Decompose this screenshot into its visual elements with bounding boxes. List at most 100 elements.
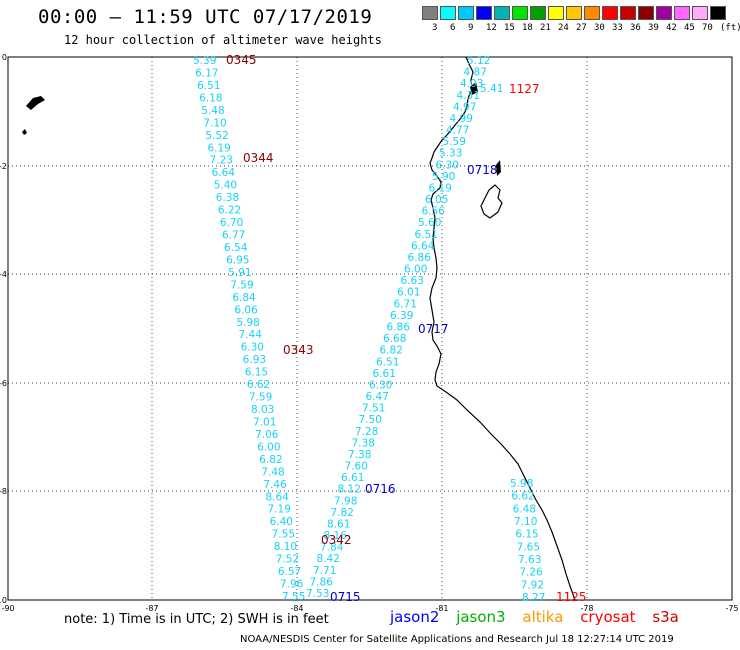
axis-labels: -90 -87 -84 -81 -78 -75 0 -2 -4 -6 -8 -10 [0,53,739,613]
wave-height-value-west: 6.15 [245,367,268,379]
wave-height-value-east: 6.86 [387,322,411,334]
wave-height-value-coastal: 6.15 [515,529,538,541]
wave-height-value-cryosat: 5.41 [480,83,503,95]
wave-height-value-west: 6.84 [232,292,256,304]
page-title: 00:00 – 11:59 UTC 07/17/2019 [38,6,373,28]
wave-height-value-west: 7.48 [261,466,284,478]
wave-height-value-west: 6.51 [197,80,220,92]
color-swatch [440,6,456,20]
wave-height-value-coastal: 7.10 [514,516,537,528]
wave-height-value-west: 7.19 [268,504,291,516]
wave-height-value-east: 7.98 [334,495,357,507]
y-tick-label: 0 [2,53,7,62]
pass-time-label: 0718 [467,163,498,177]
wave-height-value-west: 7.52 [276,554,299,566]
wave-height-value-east: 5.60 [418,217,441,229]
map-frame [7,56,733,601]
wave-height-value-east: 6.51 [415,229,438,241]
color-swatch [656,6,672,20]
wave-height-value-west: 5.39 [193,55,216,67]
wave-height-value-west: 6.54 [224,242,248,254]
wave-height-value-west: 7.55 [272,529,295,541]
wave-height-value-east: 5.59 [443,136,466,148]
color-scale-tick: 36 [630,23,641,33]
wave-height-value-west: 8.64 [265,491,289,503]
color-swatch [422,6,438,20]
pass-time-label: 0343 [283,343,314,357]
wave-height-value-east: 6.86 [408,252,432,264]
island-large [26,96,45,110]
wave-height-value-east: 7.71 [313,565,336,577]
wave-height-value-west: 7.46 [263,479,287,491]
wave-height-value-west: 7.10 [203,117,226,129]
wave-height-value-west: 7.23 [210,155,233,167]
color-swatch [476,6,492,20]
credit-line: NOAA/NESDIS Center for Satellite Applica… [240,634,674,645]
legend-s3a: s3a [652,608,679,626]
wave-height-value-east: 8.16 [324,530,348,542]
wave-height-value-west: 6.40 [270,516,293,528]
color-swatch [638,6,654,20]
wave-height-value-east: 6.00 [404,264,427,276]
x-tick-label: -81 [435,604,448,613]
wave-height-value-east: 6.05 [425,194,448,206]
wave-height-value-west: 6.38 [216,192,239,204]
x-tick-label: -84 [290,604,303,613]
wave-height-value-east: 4.87 [464,67,487,79]
map-grid [8,57,732,600]
wave-height-value-west: 6.64 [212,167,236,179]
color-swatch [566,6,582,20]
wave-height-value-east: 4.99 [450,113,473,125]
color-scale-tick: 30 [594,23,605,33]
color-scale-tick: 70 [702,23,713,33]
x-tick-label: -78 [580,604,593,613]
wave-height-value-east: 7.60 [345,461,368,473]
wave-height-value-east: 4.77 [446,125,469,137]
page-subtitle: 12 hour collection of altimeter wave hei… [64,33,382,47]
color-swatch [494,6,510,20]
wave-height-value-east: 7.51 [362,403,385,415]
wave-height-value-west: 7.06 [255,429,279,441]
color-swatch [584,6,600,20]
wave-height-value-west: 6.95 [226,254,249,266]
wave-height-value-east: 5.33 [439,148,462,160]
color-scale-tick: 42 [666,23,677,33]
wave-height-value-east: 6.56 [422,206,446,218]
wave-height-value-west: 8.03 [251,404,274,416]
pass-time-label: 0717 [418,322,449,336]
color-scale-tick: 15 [504,23,515,33]
wave-height-value-east: 7.38 [352,437,375,449]
color-swatch [602,6,618,20]
wave-height-value-west: 6.93 [243,354,266,366]
wave-height-value-west: 7.96 [280,579,304,591]
y-tick-label: -2 [0,162,7,171]
pass-time-label: 0716 [365,482,396,496]
wave-height-value-east: 6.39 [390,310,413,322]
wave-height-value-west: 7.55 [282,591,305,603]
wave-height-value-west: 7.59 [230,279,253,291]
pass-time-label: 1125 [556,590,587,604]
wave-height-value-east: 7.86 [310,576,334,588]
wave-height-value-east: 6.51 [376,356,399,368]
wave-height-value-west: 6.70 [220,217,243,229]
wave-height-value-west: 6.18 [199,92,222,104]
color-swatch [620,6,636,20]
headland-shape [496,160,501,176]
wave-height-value-west: 6.06 [234,304,258,316]
wave-height-value-east: 6.30 [436,159,459,171]
wave-height-value-east: 7.53 [306,588,329,600]
wave-height-value-west: 7.01 [253,416,276,428]
color-scale-tick: 24 [558,23,569,33]
color-swatch [512,6,528,20]
y-tick-label: -4 [0,270,7,279]
color-scale-tick: 27 [576,23,587,33]
legend-cryosat: cryosat [580,608,636,626]
wave-height-value-coastal: 7.26 [519,567,543,579]
color-scale-tick: 9 [468,23,474,33]
wave-height-value-east: 4.97 [453,101,476,113]
color-scale-tick: (ft) [720,23,740,33]
legend-altika: altika [522,608,564,626]
wave-height-value-west: 6.17 [195,67,218,79]
